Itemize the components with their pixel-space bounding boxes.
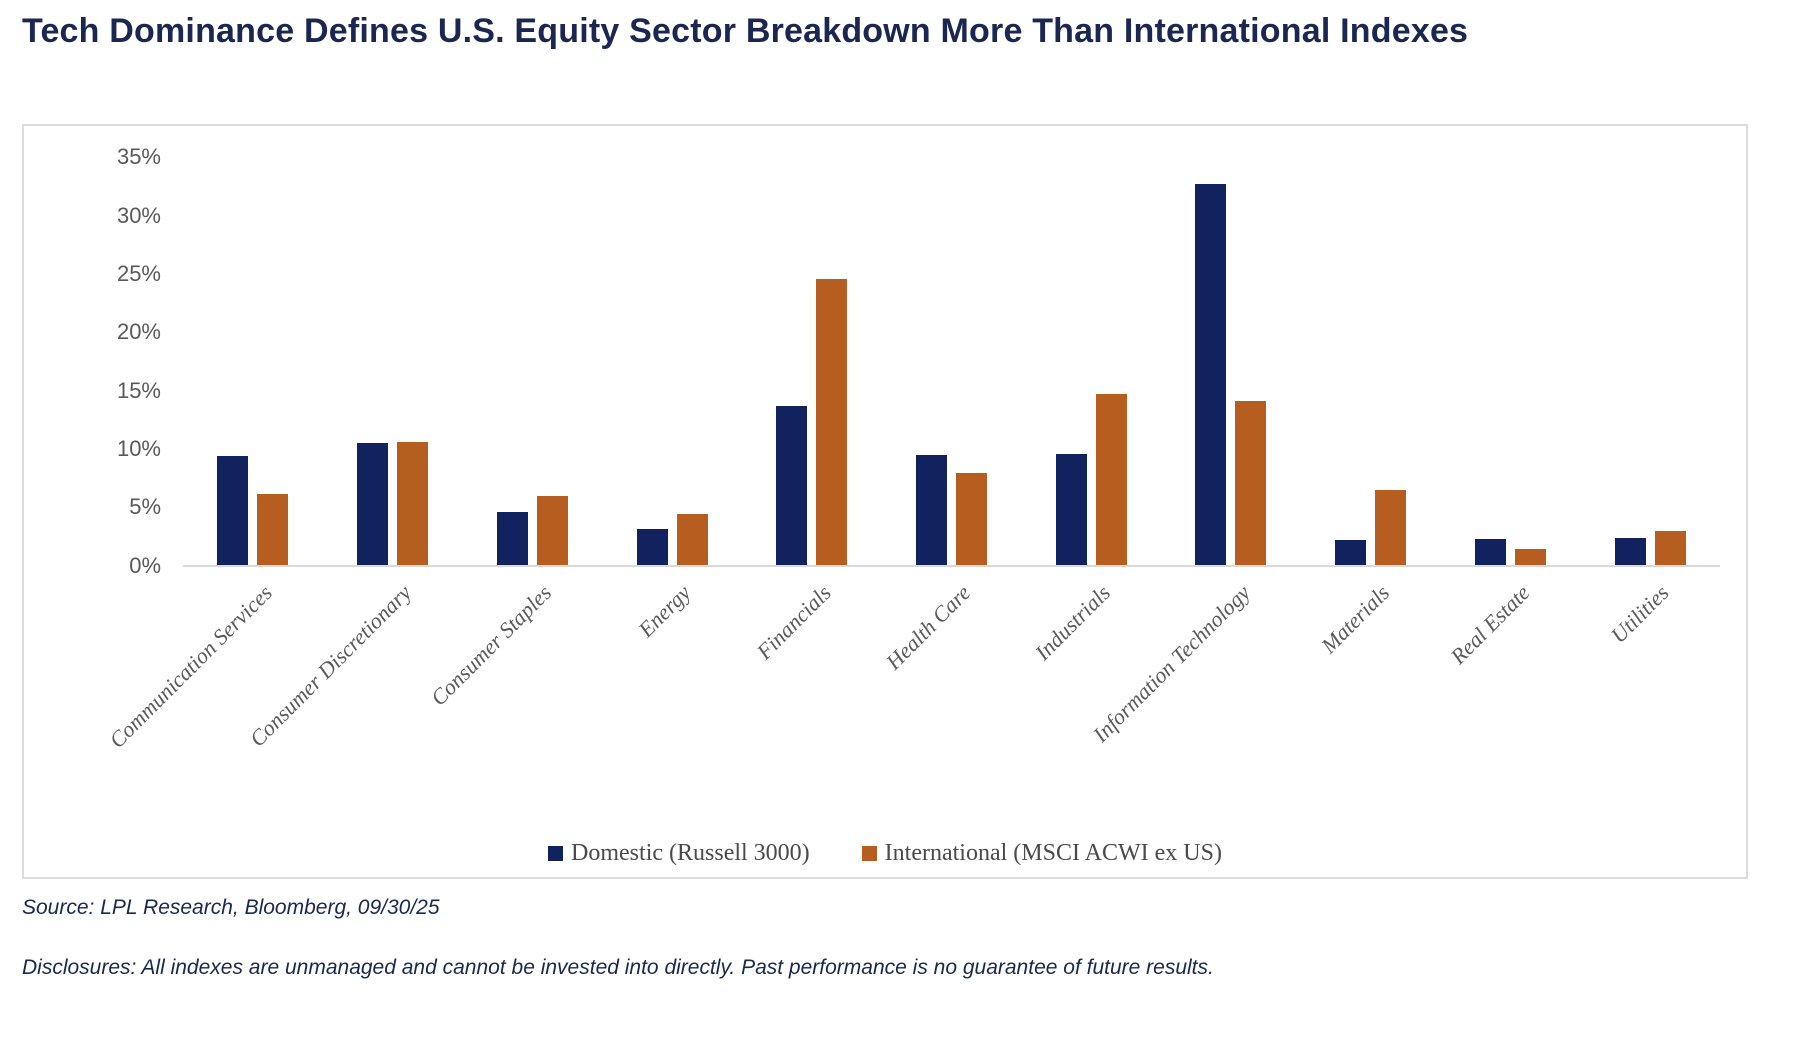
bar-international-health-care: [956, 473, 987, 566]
bar-international-financials: [816, 278, 848, 566]
bar-domestic-consumer-staples: [496, 511, 528, 566]
chart-title: Tech Dominance Defines U.S. Equity Secto…: [22, 12, 1469, 50]
bar-domestic-consumer-discretionary: [357, 443, 389, 566]
x-axis-label-utilities: Utilities: [1605, 579, 1674, 648]
y-axis-tick-15: 15%: [116, 377, 161, 403]
x-axis-label-energy: Energy: [633, 579, 696, 642]
legend-swatch-international: [861, 846, 877, 861]
y-axis-tick-20: 20%: [116, 319, 161, 345]
x-axis-label-information-technology: Information Technology: [1087, 579, 1255, 747]
x-axis-label-industrials: Industrials: [1029, 579, 1115, 665]
y-axis-tick-25: 25%: [116, 261, 161, 286]
legend-label-domestic: Domestic (Russell 3000): [571, 840, 810, 866]
bar-international-utilities: [1654, 530, 1686, 566]
y-axis-tick-0: 0%: [129, 552, 161, 578]
bar-domestic-communication-services: [217, 455, 249, 566]
legend-item-domestic: Domestic (Russell 3000): [548, 840, 810, 867]
bar-international-materials: [1375, 489, 1407, 566]
x-axis-label-consumer-staples: Consumer Staples: [425, 579, 556, 710]
bar-international-consumer-staples: [536, 495, 568, 566]
x-axis-label-financials: Financials: [751, 579, 836, 664]
bar-domestic-real-estate: [1474, 538, 1506, 566]
chart-area: Domestic (Russell 3000) International (MS…: [22, 124, 1748, 879]
bar-international-energy: [676, 514, 708, 566]
legend: Domestic (Russell 3000) International (MS…: [24, 840, 1746, 867]
bar-international-communication-services: [257, 494, 289, 566]
disclosures-note: Disclosures: All indexes are unmanaged a…: [22, 956, 1214, 979]
bar-international-real-estate: [1514, 549, 1546, 566]
x-axis-label-materials: Materials: [1316, 579, 1395, 658]
source-note: Source: LPL Research, Bloomberg, 09/30/2…: [22, 896, 440, 919]
bar-domestic-materials: [1335, 539, 1367, 566]
bar-international-consumer-discretionary: [397, 441, 429, 566]
x-axis-label-real-estate: Real Estate: [1445, 579, 1535, 669]
bar-international-industrials: [1095, 394, 1127, 566]
bar-domestic-information-technology: [1195, 184, 1227, 566]
bar-domestic-energy: [636, 529, 668, 566]
bar-domestic-health-care: [916, 454, 947, 566]
y-axis-tick-5: 5%: [129, 494, 161, 520]
bar-international-information-technology: [1235, 401, 1267, 566]
x-axis-label-health-care: Health Care: [880, 579, 976, 674]
x-axis-line: [183, 564, 1720, 567]
bar-domestic-utilities: [1614, 537, 1646, 566]
legend-item-international: International (MSCI ACWI ex US): [861, 840, 1222, 867]
bar-domestic-financials: [776, 405, 808, 566]
y-axis-tick-10: 10%: [116, 435, 161, 461]
legend-swatch-domestic: [548, 846, 564, 861]
legend-label-international: International (MSCI ACWI ex US): [884, 840, 1222, 866]
y-axis-tick-35: 35%: [116, 144, 161, 170]
y-axis-tick-30: 30%: [116, 202, 161, 228]
bar-domestic-industrials: [1055, 453, 1087, 566]
